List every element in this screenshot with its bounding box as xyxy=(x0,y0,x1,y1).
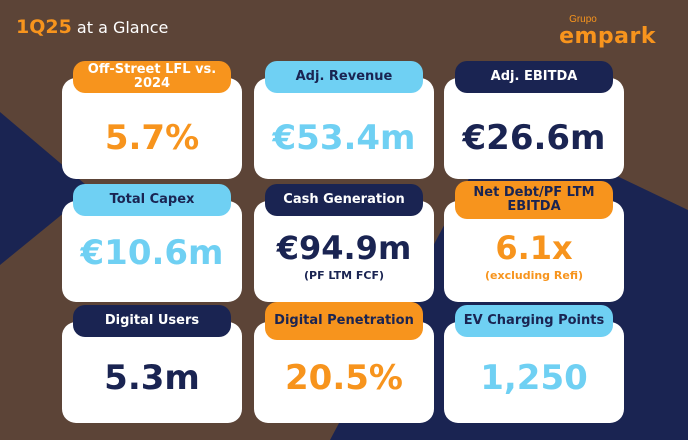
card-value: €94.9m xyxy=(276,229,412,267)
company-logo: Grupo empark xyxy=(559,14,656,49)
card-label: Digital Users xyxy=(73,305,231,337)
left-navy-triangle xyxy=(0,112,92,265)
card-label: Off-Street LFL vs. 2024 xyxy=(73,61,231,93)
card-adj-revenue: Adj. Revenue €53.4m xyxy=(254,61,434,179)
card-label: Total Capex xyxy=(73,184,231,216)
card-value: €26.6m xyxy=(462,118,606,158)
card-digital-users: Digital Users 5.3m xyxy=(62,305,242,423)
card-value: 6.1x xyxy=(495,229,573,267)
card-off-street-lfl: Off-Street LFL vs. 2024 5.7% xyxy=(62,61,242,179)
logo-small-text: Grupo xyxy=(569,14,597,25)
card-value: 5.7% xyxy=(104,118,200,158)
card-value: 5.3m xyxy=(104,358,200,398)
title-rest: at a Glance xyxy=(76,18,169,37)
card-note: (excluding Refi) xyxy=(485,269,583,282)
card-value: 20.5% xyxy=(285,358,403,398)
card-label: EV Charging Points xyxy=(455,305,613,337)
card-cash-generation: Cash Generation €94.9m (PF LTM FCF) xyxy=(254,184,434,302)
logo-main-text: empark xyxy=(559,24,656,49)
card-value: 1,250 xyxy=(480,358,588,398)
card-total-capex: Total Capex €10.6m xyxy=(62,184,242,302)
card-net-debt: Net Debt/PF LTM EBITDA 6.1x (excluding R… xyxy=(444,181,624,302)
card-label: Adj. EBITDA xyxy=(455,61,613,93)
card-note: (PF LTM FCF) xyxy=(303,269,385,282)
card-label: Digital Penetration xyxy=(265,302,423,340)
card-label: Adj. Revenue xyxy=(265,61,423,93)
card-digital-penetration: Digital Penetration 20.5% xyxy=(254,302,434,423)
card-ev-charging: EV Charging Points 1,250 xyxy=(444,305,624,423)
card-label: Net Debt/PF LTM EBITDA xyxy=(455,181,613,219)
page-title: 1Q25 at a Glance xyxy=(16,16,168,38)
card-value: €10.6m xyxy=(80,233,224,273)
card-value: €53.4m xyxy=(272,118,416,158)
card-label: Cash Generation xyxy=(265,184,423,216)
title-highlight: 1Q25 xyxy=(16,16,72,38)
card-adj-ebitda: Adj. EBITDA €26.6m xyxy=(444,61,624,179)
